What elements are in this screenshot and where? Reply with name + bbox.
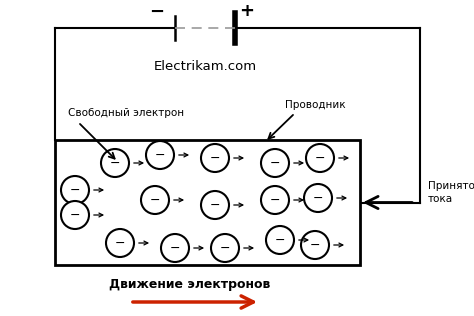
Text: −: − <box>270 193 280 206</box>
Text: Проводник: Проводник <box>285 100 346 110</box>
Circle shape <box>266 226 294 254</box>
Circle shape <box>261 149 289 177</box>
Text: −: − <box>220 241 230 254</box>
Text: −: − <box>315 151 325 165</box>
Text: −: − <box>210 198 220 211</box>
Circle shape <box>301 231 329 259</box>
Circle shape <box>304 184 332 212</box>
Text: Electrikam.com: Electrikam.com <box>154 59 256 72</box>
Text: −: − <box>310 239 320 252</box>
Text: Принятое направление
тока: Принятое направление тока <box>428 181 474 204</box>
Bar <box>55 140 360 265</box>
Circle shape <box>201 144 229 172</box>
Text: −: − <box>270 156 280 169</box>
Text: −: − <box>170 241 180 254</box>
Circle shape <box>306 144 334 172</box>
Text: −: − <box>155 149 165 161</box>
Circle shape <box>61 201 89 229</box>
Circle shape <box>146 141 174 169</box>
Circle shape <box>261 186 289 214</box>
Text: −: − <box>110 156 120 169</box>
Text: Движение электронов: Движение электронов <box>109 278 271 291</box>
Text: −: − <box>210 151 220 165</box>
Circle shape <box>61 176 89 204</box>
Text: Свободный электрон: Свободный электрон <box>68 108 184 118</box>
Circle shape <box>106 229 134 257</box>
Text: −: − <box>115 236 125 250</box>
Circle shape <box>101 149 129 177</box>
Text: −: − <box>313 191 323 204</box>
Text: −: − <box>275 234 285 246</box>
Circle shape <box>141 186 169 214</box>
Circle shape <box>211 234 239 262</box>
Text: −: − <box>70 209 80 222</box>
Text: −: − <box>149 3 164 21</box>
Circle shape <box>161 234 189 262</box>
Circle shape <box>201 191 229 219</box>
Text: −: − <box>70 184 80 197</box>
Text: +: + <box>239 2 255 20</box>
Text: −: − <box>150 193 160 206</box>
